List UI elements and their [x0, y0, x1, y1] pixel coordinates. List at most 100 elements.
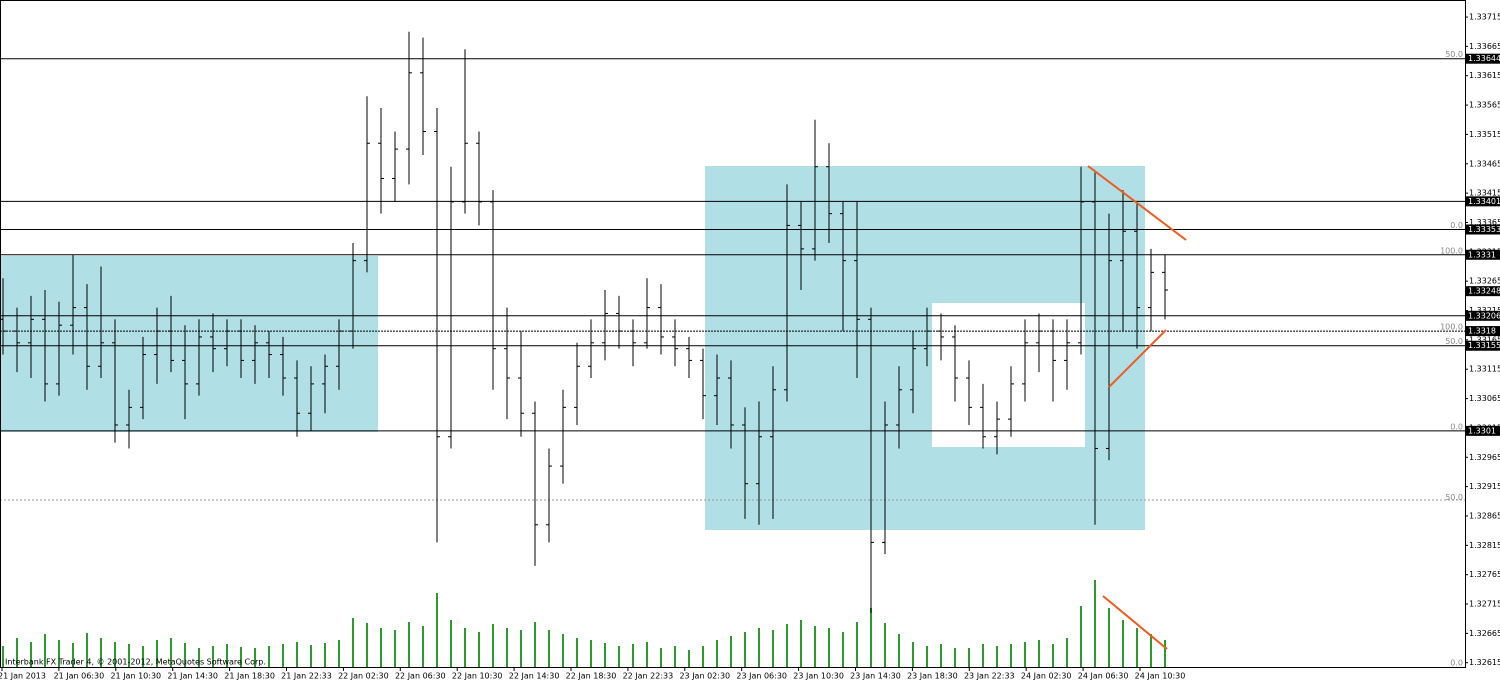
volume-bar [450, 620, 452, 668]
fib-label: 0.0 [1450, 422, 1463, 431]
volume-bar [646, 642, 648, 668]
volume-bar [198, 648, 200, 668]
volume-bar [366, 623, 368, 668]
volume-bar [828, 628, 830, 668]
volume-bar [1136, 628, 1138, 668]
volume-bar [772, 630, 774, 668]
price-tag [1466, 326, 1500, 337]
x-tick-label: 22 Jan 02:30 [338, 672, 389, 681]
volume-bar [44, 634, 46, 668]
volume-bar [240, 647, 242, 668]
fib-label: 50.0 [1445, 50, 1463, 59]
volume-bar [884, 623, 886, 668]
y-tick-label: 1.32865 [1469, 511, 1500, 520]
x-tick-label: 22 Jan 06:30 [395, 672, 446, 681]
volume-bar [282, 644, 284, 668]
fib-label: 50.0 [1445, 493, 1463, 502]
volume-bar [954, 648, 956, 668]
volume-bar [912, 642, 914, 668]
volume-bar [394, 630, 396, 668]
volume-bar [30, 642, 32, 668]
x-tick-label: 24 Jan 06:30 [1078, 672, 1129, 681]
y-tick-label: 1.33415 [1469, 189, 1500, 198]
volume-bar [268, 646, 270, 668]
volume-bar [660, 648, 662, 668]
trendline [1108, 329, 1167, 388]
volume-bar [408, 622, 410, 668]
x-tick-label: 22 Jan 10:30 [452, 672, 503, 681]
price-tag-label: 1.3301 [1468, 426, 1496, 435]
volume-bar [2, 646, 4, 668]
y-tick-label: 1.33165 [1469, 335, 1500, 344]
x-tick-label: 23 Jan 18:30 [907, 672, 958, 681]
volume-bar [632, 644, 634, 668]
bid-label: 1.33248 [1468, 287, 1500, 296]
y-tick-label: 1.33665 [1469, 42, 1500, 51]
zones [0, 166, 1465, 530]
fib-label: 0.0 [1450, 221, 1463, 230]
y-tick-label: 1.32665 [1469, 629, 1500, 638]
x-tick-label: 23 Jan 02:30 [679, 672, 730, 681]
x-tick-label: 21 Jan 18:30 [224, 672, 275, 681]
footer: Interbank FX Trader 4, © 2001-2012, Meta… [5, 658, 266, 667]
plot [0, 31, 1465, 668]
y-tick-label: 1.33515 [1469, 130, 1500, 139]
volume-bar [254, 648, 256, 668]
volume-bar [212, 646, 214, 668]
x-tick-label: 23 Jan 10:30 [793, 672, 844, 681]
volume-bar [996, 646, 998, 668]
volume-bar [1094, 580, 1096, 668]
volume-bar [86, 633, 88, 668]
volume-bar [422, 626, 424, 668]
volume-bar [856, 622, 858, 668]
x-tick-label: 24 Jan 10:30 [1135, 672, 1186, 681]
volume-bar [114, 642, 116, 668]
y-tick-label: 1.32765 [1469, 570, 1500, 579]
fib-label: 50.0 [1445, 337, 1463, 346]
volume-bar [814, 626, 816, 668]
volume-bar [842, 632, 844, 668]
volume-bar [940, 644, 942, 668]
volume-bar [100, 638, 102, 668]
price-tag [1466, 53, 1500, 64]
volume-bar [436, 593, 438, 668]
volume-bar [968, 648, 970, 668]
volume-bar [1052, 644, 1054, 668]
volume-bar [128, 644, 130, 668]
bid-tag [1466, 286, 1500, 297]
price-tag-label: 1.33644 [1468, 54, 1500, 63]
volume-bar [1010, 644, 1012, 668]
volume-bar [1164, 640, 1166, 668]
volume-bar [1024, 642, 1026, 668]
volume-bar [688, 650, 690, 668]
volume-bar [310, 645, 312, 668]
x-tick-label: 24 Jan 02:30 [1021, 672, 1072, 681]
volume-bar [156, 640, 158, 668]
x-tick-label: 22 Jan 18:30 [566, 672, 617, 681]
trendline [1102, 595, 1168, 650]
volume-bar [730, 636, 732, 668]
price-tag [1466, 196, 1500, 207]
y-tick-label: 1.33565 [1469, 101, 1500, 110]
fib-label: 100.0 [1440, 246, 1463, 255]
volume-bar [926, 646, 928, 668]
volume-bar [982, 644, 984, 668]
volume-bar [16, 638, 18, 668]
volume-bar [590, 640, 592, 668]
volume-bar [1108, 608, 1110, 668]
y-tick-label: 1.33465 [1469, 159, 1500, 168]
volume-bar [1122, 620, 1124, 668]
y-tick-label: 1.33115 [1469, 365, 1500, 374]
y-tick-label: 1.33615 [1469, 71, 1500, 80]
volume-bar [604, 643, 606, 668]
volume-bar [534, 622, 536, 668]
volume-bar [352, 618, 354, 668]
volume-bar [716, 640, 718, 668]
trendlines [1087, 165, 1187, 650]
volume-zero-label: 0.0 [1450, 659, 1463, 668]
x-tick-label: 21 Jan 14:30 [167, 672, 218, 681]
volume-bar [338, 640, 340, 668]
y-tick-label: 1.32915 [1469, 482, 1500, 491]
volume-bar [184, 643, 186, 668]
